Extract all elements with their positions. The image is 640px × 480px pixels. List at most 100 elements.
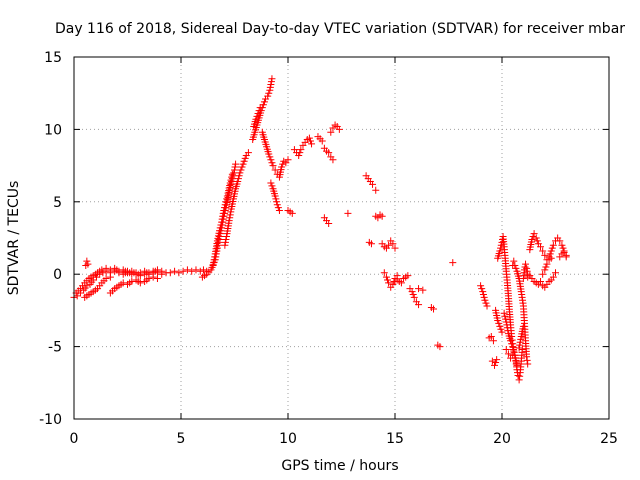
data-point (232, 160, 240, 168)
data-points (70, 75, 570, 384)
data-point (539, 247, 547, 255)
x-tick-label: 15 (386, 431, 404, 447)
data-point (244, 149, 252, 157)
data-point (175, 269, 183, 277)
data-point (199, 266, 207, 274)
y-tick-label: 10 (44, 122, 62, 138)
data-point (509, 345, 517, 353)
data-point (537, 243, 545, 251)
data-point (231, 166, 238, 174)
data-point (306, 137, 314, 145)
axis-ticks: 0 5 10 15 20 25 -10 -5 0 5 10 15 (39, 50, 618, 447)
data-point (502, 318, 510, 326)
data-point (188, 267, 196, 275)
data-point (515, 376, 523, 384)
data-point (523, 353, 531, 361)
data-point (528, 235, 536, 243)
x-tick-label: 25 (600, 431, 618, 447)
data-point (284, 156, 292, 164)
data-point (226, 214, 234, 222)
data-point (552, 269, 559, 277)
data-point (268, 182, 276, 190)
data-point (482, 299, 490, 307)
data-point (517, 335, 525, 343)
data-point (192, 266, 200, 274)
data-point (279, 160, 287, 168)
data-point (529, 233, 537, 241)
data-point (548, 244, 556, 252)
data-point (380, 269, 388, 277)
data-point (562, 253, 570, 261)
data-point (136, 269, 144, 277)
data-point (329, 156, 337, 164)
data-point (221, 204, 229, 212)
data-point (228, 173, 236, 181)
data-point (502, 345, 510, 353)
data-point (230, 169, 238, 177)
data-point (507, 337, 515, 345)
data-point (481, 296, 489, 304)
data-point (549, 273, 557, 281)
data-point (391, 244, 399, 252)
data-point (196, 267, 204, 275)
data-point (494, 317, 502, 325)
data-point (492, 359, 500, 367)
data-point (166, 269, 174, 277)
data-point (227, 208, 235, 216)
data-point (272, 195, 280, 203)
data-point (547, 254, 555, 262)
data-point (267, 179, 275, 187)
data-point (511, 262, 519, 270)
data-point (408, 288, 416, 296)
data-point (508, 340, 516, 348)
data-point (367, 240, 375, 248)
data-point (378, 212, 386, 220)
data-point (252, 115, 260, 123)
data-point (516, 341, 524, 349)
data-point (523, 267, 531, 275)
data-point (234, 178, 242, 186)
data-point (98, 266, 106, 274)
data-point (415, 301, 423, 309)
data-point (410, 293, 418, 301)
data-point (217, 221, 225, 229)
data-point (524, 360, 532, 368)
data-point (106, 273, 114, 281)
data-point (273, 201, 281, 209)
data-point (266, 83, 274, 91)
data-point (83, 257, 91, 265)
data-point (269, 162, 277, 170)
x-tick-label: 0 (70, 431, 79, 447)
data-point (297, 146, 305, 154)
data-point (487, 332, 495, 340)
data-point (235, 172, 243, 180)
data-point (229, 172, 237, 180)
data-point (547, 247, 555, 255)
data-point (228, 170, 236, 178)
data-point (515, 344, 523, 352)
data-point (273, 198, 281, 206)
data-point (495, 319, 503, 327)
data-point (222, 235, 230, 243)
data-point (518, 345, 526, 353)
data-point (211, 253, 219, 261)
data-point (268, 159, 276, 167)
y-tick-label: 5 (53, 195, 62, 211)
data-point (226, 211, 234, 219)
data-point (542, 263, 550, 271)
data-point (532, 234, 540, 242)
data-point (220, 206, 228, 214)
data-point (221, 238, 229, 246)
data-point (415, 285, 423, 293)
data-point (522, 260, 530, 268)
data-point (237, 166, 245, 174)
data-point (513, 361, 521, 369)
data-point (519, 322, 527, 330)
data-point (227, 176, 235, 184)
data-point (265, 150, 273, 158)
data-point (221, 201, 229, 209)
data-point (537, 277, 545, 285)
data-point (430, 305, 438, 313)
data-point (145, 275, 153, 283)
